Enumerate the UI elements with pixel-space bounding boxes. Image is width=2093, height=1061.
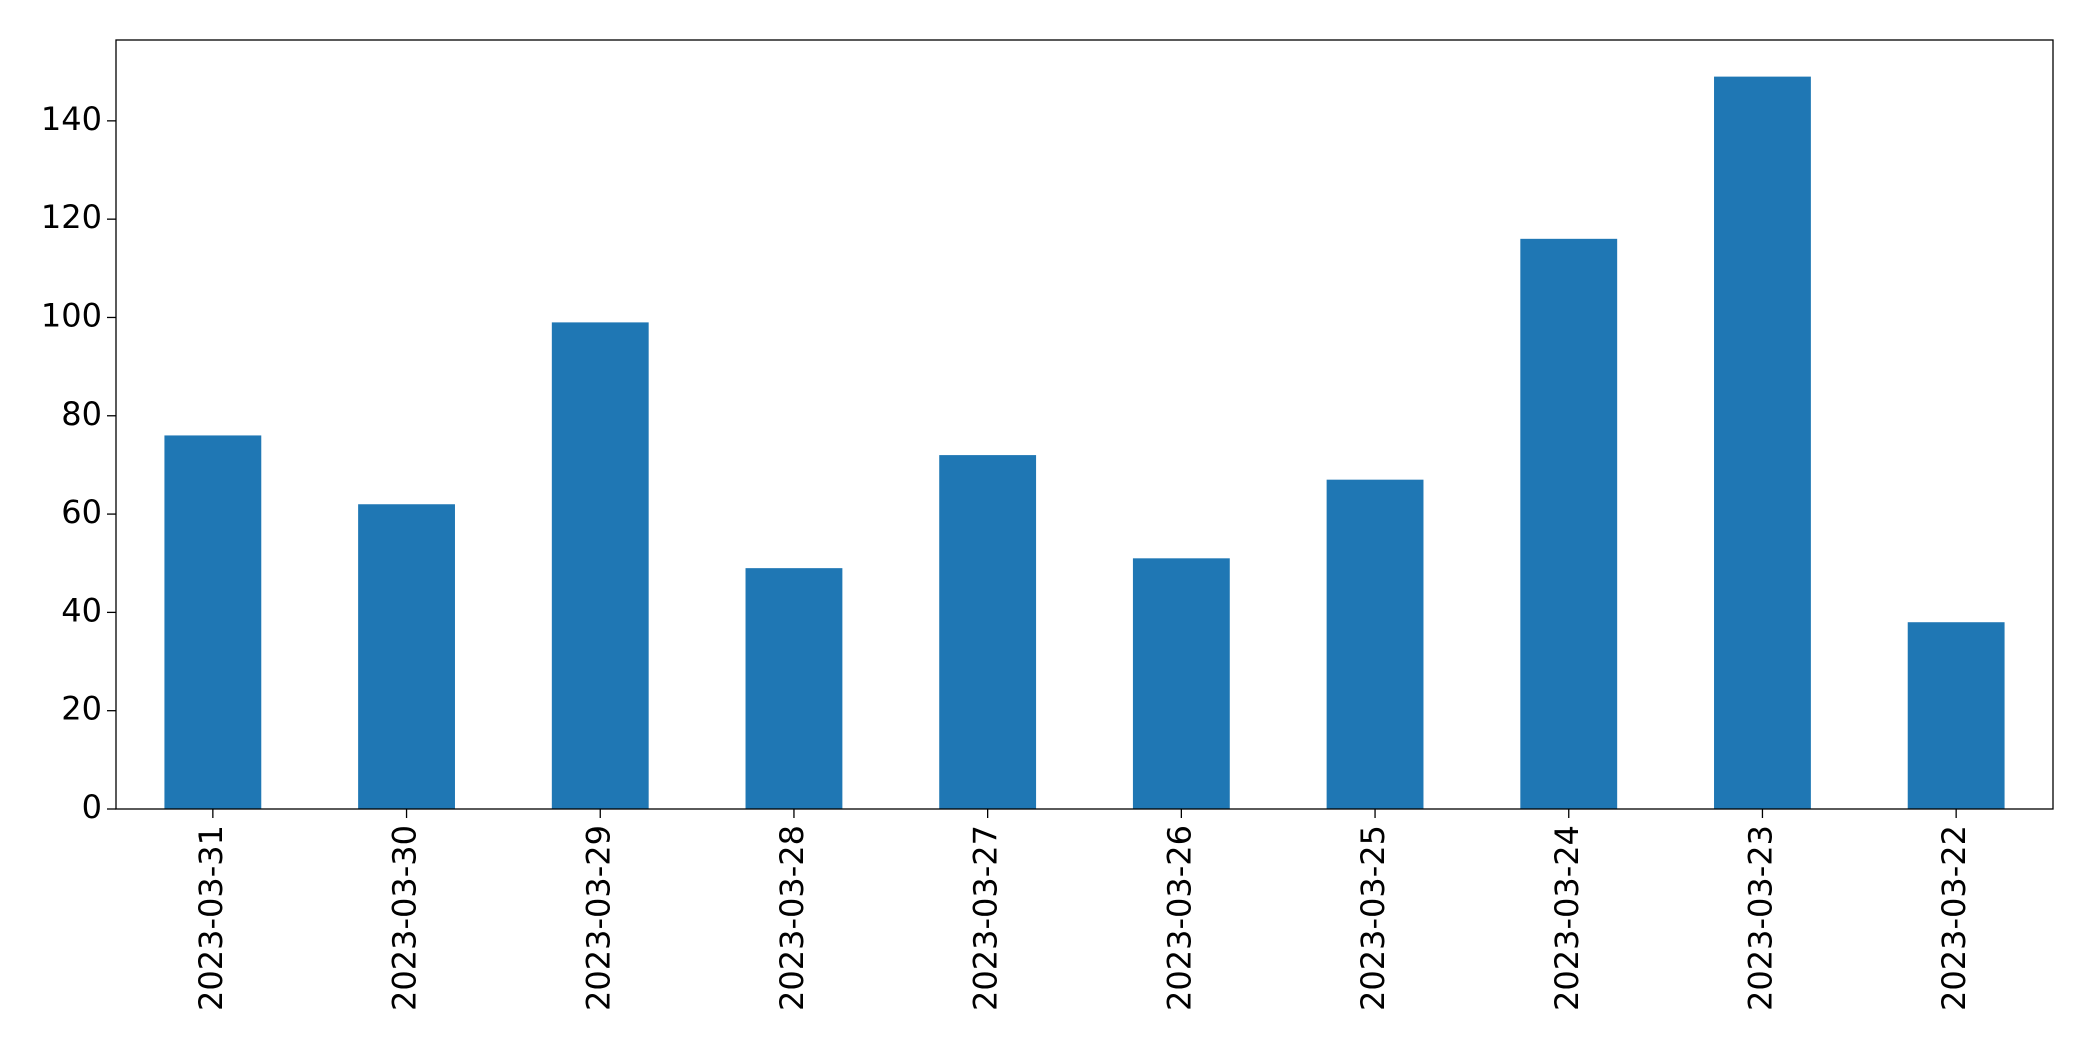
y-tick-label: 100	[41, 296, 102, 334]
x-tick-label: 2023-03-25	[1354, 825, 1392, 1011]
x-tick-label: 2023-03-28	[773, 825, 811, 1011]
bar	[745, 568, 843, 809]
plot-frame	[115, 39, 2054, 810]
x-tick-label: 2023-03-23	[1741, 825, 1779, 1011]
x-tick-label: 2023-03-30	[386, 825, 424, 1011]
y-tick-label: 20	[61, 690, 102, 728]
x-tick-label: 2023-03-29	[579, 825, 617, 1011]
y-tick-label: 40	[61, 591, 102, 629]
y-tick-label: 120	[41, 198, 102, 236]
bar	[358, 504, 455, 809]
x-tick-label: 2023-03-24	[1548, 825, 1586, 1011]
y-tick-label: 0	[82, 788, 102, 826]
bar	[939, 455, 1037, 809]
x-tick-label: 2023-03-22	[1935, 825, 1973, 1011]
bar	[1520, 238, 1618, 809]
bar	[551, 322, 649, 809]
bar	[164, 435, 262, 809]
bar	[1714, 76, 1811, 810]
y-tick-label: 80	[61, 395, 102, 433]
bar	[1907, 622, 2005, 809]
x-tick-label: 2023-03-26	[1160, 825, 1198, 1011]
x-tick-label: 2023-03-31	[192, 825, 230, 1011]
bar	[1132, 558, 1230, 809]
y-tick-label: 140	[41, 100, 102, 138]
y-tick-label: 60	[61, 493, 102, 531]
bar	[1326, 479, 1424, 809]
x-tick-label: 2023-03-27	[967, 825, 1005, 1011]
